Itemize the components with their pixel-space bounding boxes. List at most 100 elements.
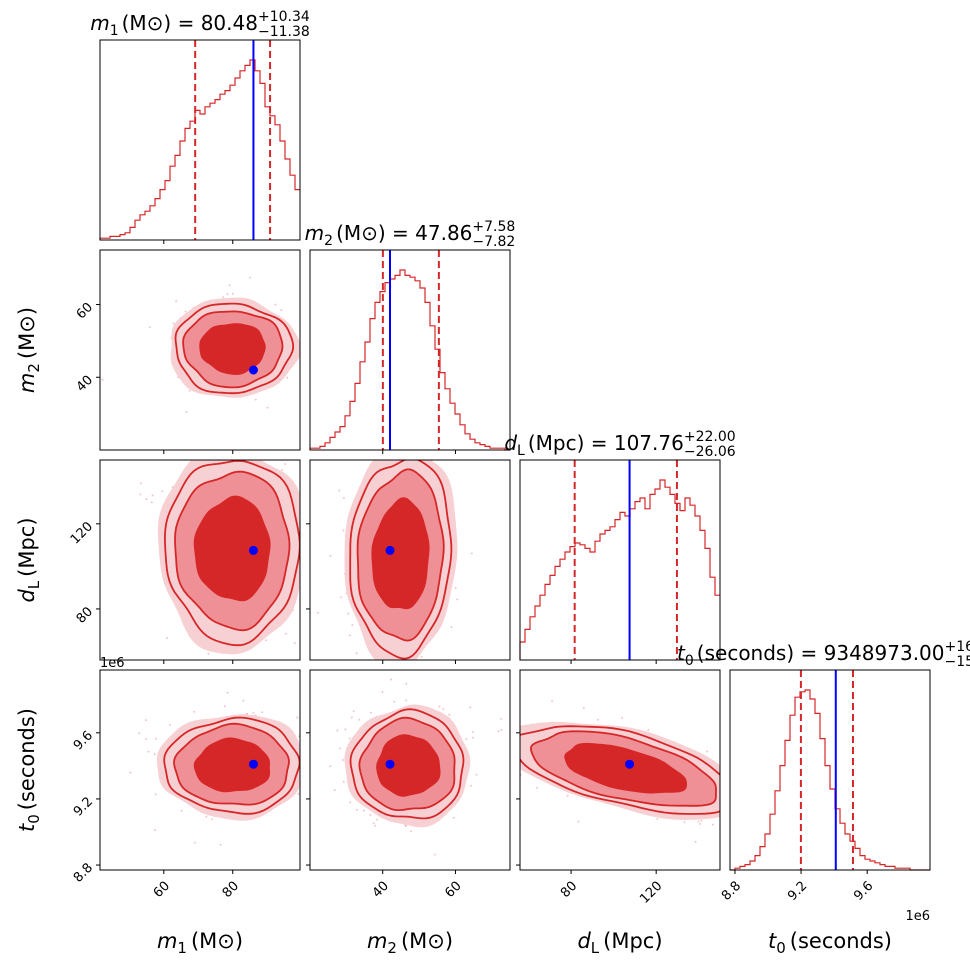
sample-point <box>306 376 308 378</box>
hist-t0: t0(seconds) = 9348973.00+165−150 <box>677 639 970 871</box>
sample-point <box>390 678 393 681</box>
sample-point <box>474 736 476 738</box>
title-plus: +7.58 <box>472 219 515 235</box>
sample-point <box>448 713 451 716</box>
title-plus: +10.34 <box>258 9 310 25</box>
sample-point <box>293 642 296 644</box>
sample-point <box>355 808 358 811</box>
hist-m2: m2 (M⊙) = 47.86+7.58 −7.82 <box>305 219 515 451</box>
sample-point <box>184 310 187 313</box>
sample-point <box>242 699 245 702</box>
sample-point <box>349 801 352 804</box>
panel-frame <box>309 459 511 661</box>
panel-content <box>448 700 764 843</box>
sample-point <box>348 634 351 637</box>
sample-point <box>351 624 354 626</box>
sample-point <box>200 406 202 408</box>
title-unit: (seconds) = 9348973.00 <box>697 641 945 665</box>
panel-title: t0(seconds) = 9348973.00+165−150 <box>677 639 970 670</box>
sample-point <box>492 764 494 766</box>
contour-level-4 <box>193 737 270 793</box>
sample-point <box>210 818 213 821</box>
sample-point <box>249 276 252 279</box>
sample-point <box>438 456 440 458</box>
sample-point <box>226 691 229 694</box>
title-minus: −150 <box>944 654 970 670</box>
title-plus: +22.00 <box>684 429 736 445</box>
sample-point <box>405 682 408 685</box>
sample-point <box>245 407 247 409</box>
title-var: t <box>677 641 686 665</box>
axis-unit: (Mpc) <box>15 517 39 576</box>
sample-point <box>430 677 432 679</box>
axis-sub: 2 <box>25 363 43 373</box>
hist-dL: dL (Mpc) = 107.76+22.00 −26.06 <box>504 429 736 661</box>
title-minus: −26.06 <box>684 444 736 460</box>
panel-content <box>129 691 314 846</box>
sample-point <box>129 771 132 774</box>
title-sub: 2 <box>324 233 333 249</box>
panel-title: dL (Mpc) = 107.76+22.00 −26.06 <box>504 429 735 460</box>
axis-var: t <box>15 823 39 832</box>
panel-frame <box>519 669 721 871</box>
sample-point <box>145 498 148 500</box>
sample-point <box>507 751 509 753</box>
x-tick-label: 8.8 <box>719 879 744 904</box>
sample-point <box>172 322 175 325</box>
axis-sub: L <box>591 939 600 957</box>
sample-point <box>321 354 323 356</box>
truth-point <box>625 759 635 769</box>
sample-point <box>582 707 585 710</box>
contour-level-2 <box>163 716 300 815</box>
sample-point <box>472 730 474 733</box>
sample-point <box>656 818 659 820</box>
sample-point <box>384 682 386 684</box>
sample-point <box>174 418 176 420</box>
sample-point <box>207 652 210 655</box>
sample-point <box>733 807 735 809</box>
sample-point <box>139 493 142 496</box>
x-tick-label: 80 <box>558 879 580 901</box>
sample-point <box>221 446 223 448</box>
sample-point <box>433 853 436 856</box>
x-tick-label: 40 <box>370 879 392 901</box>
sample-point <box>448 700 450 702</box>
sample-point <box>450 626 453 628</box>
truth-point <box>248 759 258 769</box>
sample-point <box>274 303 277 306</box>
x-tick-label: 120 <box>637 879 665 907</box>
axis-var: m <box>157 929 177 953</box>
y-axis-label-t0: t0 (seconds) <box>15 708 43 832</box>
sample-point <box>301 734 303 736</box>
sample-point <box>390 699 392 701</box>
sample-point <box>347 612 350 615</box>
contour-level-4 <box>371 497 430 610</box>
title-minus: −11.38 <box>258 24 310 40</box>
sample-point <box>316 611 319 614</box>
y-tick-label: 60 <box>74 300 96 322</box>
title-var: d <box>504 431 517 455</box>
sample-point <box>193 841 196 844</box>
sample-point <box>374 824 376 827</box>
sample-point <box>762 773 764 775</box>
sample-point <box>312 719 314 721</box>
sample-point <box>551 700 554 703</box>
sample-point <box>203 701 205 703</box>
sample-point <box>749 787 751 789</box>
sample-point <box>456 598 459 601</box>
contour-level-4 <box>376 734 441 797</box>
sample-point <box>303 751 305 753</box>
title-minus: −7.82 <box>472 234 515 250</box>
axis-unit: (Mpc) <box>603 929 662 953</box>
sample-point <box>188 389 191 392</box>
sample-point <box>460 678 462 680</box>
panel-frame <box>99 459 301 661</box>
sample-point <box>410 830 412 833</box>
y-tick-label: 80 <box>74 604 96 626</box>
panel-content <box>101 276 323 414</box>
axis-sub: 0 <box>776 939 786 957</box>
sample-point <box>147 750 150 753</box>
axis-var: t <box>768 929 777 953</box>
sample-point <box>177 455 179 457</box>
title-var: m <box>90 11 109 35</box>
